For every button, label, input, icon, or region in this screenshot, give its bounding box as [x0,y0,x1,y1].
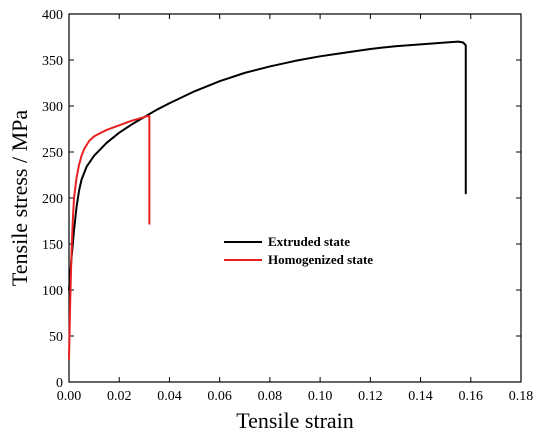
y-tick-label: 150 [42,238,63,253]
y-tick-label: 250 [42,146,63,161]
series-line-extruded [68,40,467,291]
legend: Extruded state Homogenized state [224,234,373,267]
series-line-homogenized [68,115,151,360]
x-tick-label: 0.18 [509,389,534,404]
x-tick-label: 0.02 [107,389,132,404]
x-tick-label: 0.16 [459,389,484,404]
y-tick-label: 0 [56,376,63,391]
x-tick-label: 0.06 [207,389,232,404]
x-axis-title: Tensile strain [236,408,354,433]
plot-frame [68,13,522,383]
x-tick-label: 0.14 [408,389,433,404]
legend-label-homogenized: Homogenized state [268,252,373,267]
axis-ticks: 0.00 0.02 0.04 0.06 0.08 0.10 0.12 0.14 0.16 0.18… [42,8,533,404]
y-tick-label: 100 [42,284,63,299]
legend-label-extruded: Extruded state [268,234,350,249]
y-tick-label: 350 [42,54,63,69]
y-tick-label: 300 [42,100,63,115]
series-lines [68,40,467,360]
x-tick-label: 0.12 [358,389,383,404]
x-tick-label: 0.10 [308,389,333,404]
y-tick-label: 200 [42,192,63,207]
x-tick-label: 0.00 [57,389,82,404]
y-tick-label: 50 [49,330,63,345]
x-tick-label: 0.08 [258,389,283,404]
x-tick-label: 0.04 [157,389,182,404]
y-tick-label: 400 [42,8,63,23]
y-axis-title: Tensile stress / MPa [7,110,32,287]
